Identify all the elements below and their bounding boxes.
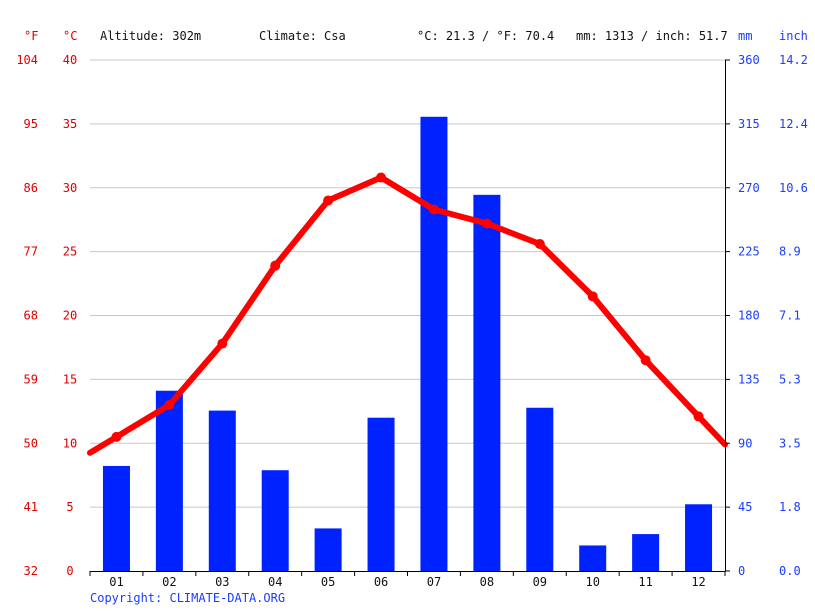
c-tick-label: 15 — [63, 372, 77, 386]
precip-bar — [526, 407, 554, 571]
mm-tick-label: 270 — [738, 181, 760, 195]
inch-tick-label: 3.5 — [779, 436, 801, 450]
f-tick-label: 41 — [24, 500, 38, 514]
month-tick-label: 06 — [374, 575, 388, 589]
temperature-point — [587, 291, 598, 302]
inch-tick-label: 12.4 — [779, 117, 808, 131]
precip-bar — [208, 410, 236, 571]
f-tick-label: 32 — [24, 564, 38, 578]
temperature-line — [87, 172, 728, 456]
f-tick-label: 68 — [24, 309, 38, 323]
month-tick-label: 05 — [321, 575, 335, 589]
inch-unit-label: inch — [779, 29, 808, 43]
mm-tick-label: 360 — [738, 53, 760, 67]
precip-bar — [155, 390, 183, 571]
inch-tick-label: 7.1 — [779, 309, 801, 323]
axis-labels: 32 0 0 0.0 41 5 45 1.8 50 10 90 3.5 59 15 135 5.3 68 20 18… — [16, 53, 808, 589]
c-tick-label: 25 — [63, 245, 77, 259]
mm-tick-label: 135 — [738, 372, 760, 386]
c-tick-label: 40 — [63, 53, 77, 67]
temperature-point — [693, 411, 704, 422]
temperature-point — [376, 172, 387, 183]
f-tick-label: 50 — [24, 436, 38, 450]
month-tick-label: 02 — [162, 575, 176, 589]
temperature-point — [481, 218, 492, 229]
altitude-label: Altitude: 302m — [100, 29, 201, 43]
f-tick-label: 77 — [24, 245, 38, 259]
precipitation-bars — [102, 116, 713, 572]
f-tick-label: 86 — [24, 181, 38, 195]
mm-tick-label: 90 — [738, 436, 752, 450]
precip-bar — [261, 470, 289, 571]
f-tick-label: 59 — [24, 372, 38, 386]
c-tick-label: 20 — [63, 309, 77, 323]
inch-tick-label: 8.9 — [779, 245, 801, 259]
precip-bar — [102, 465, 130, 571]
month-tick-label: 09 — [533, 575, 547, 589]
month-tick-label: 12 — [691, 575, 705, 589]
month-tick-label: 10 — [585, 575, 599, 589]
precip-bar — [420, 116, 448, 572]
axis-ticks — [89, 59, 730, 576]
temperature-point — [270, 260, 281, 271]
gridlines — [90, 59, 725, 508]
temperature-point — [217, 338, 228, 349]
inch-tick-label: 14.2 — [779, 53, 808, 67]
c-unit-label: °C — [63, 29, 77, 43]
precip-bar — [367, 417, 395, 571]
mm-tick-label: 0 — [738, 564, 745, 578]
month-tick-label: 08 — [480, 575, 494, 589]
temperature-point — [323, 195, 334, 206]
mm-tick-label: 45 — [738, 500, 752, 514]
precip-bar — [685, 504, 713, 571]
month-tick-label: 01 — [109, 575, 123, 589]
mm-unit-label: mm — [738, 29, 752, 43]
precip-bar — [579, 545, 607, 571]
mm-tick-label: 315 — [738, 117, 760, 131]
f-unit-label: °F — [24, 29, 38, 43]
temperature-point — [640, 355, 651, 366]
month-tick-label: 03 — [215, 575, 229, 589]
copyright-link[interactable]: Copyright: CLIMATE-DATA.ORG — [90, 591, 286, 605]
c-tick-label: 35 — [63, 117, 77, 131]
temperature-point — [164, 399, 175, 410]
temperature-point — [111, 431, 122, 442]
inch-tick-label: 10.6 — [779, 181, 808, 195]
mm-tick-label: 225 — [738, 245, 760, 259]
temperature-point — [428, 204, 439, 215]
precip-bar — [314, 528, 342, 571]
f-tick-label: 104 — [16, 53, 38, 67]
temp-average-label: °C: 21.3 / °F: 70.4 — [417, 29, 554, 43]
month-tick-label: 04 — [268, 575, 282, 589]
month-tick-label: 07 — [427, 575, 441, 589]
month-tick-label: 11 — [638, 575, 652, 589]
climate-label: Climate: Csa — [259, 29, 346, 43]
inch-tick-label: 1.8 — [779, 500, 801, 514]
c-tick-label: 10 — [63, 436, 77, 450]
precip-bar — [473, 194, 501, 571]
mm-tick-label: 180 — [738, 309, 760, 323]
f-tick-label: 95 — [24, 117, 38, 131]
precip-bar — [632, 534, 660, 571]
c-tick-label: 30 — [63, 181, 77, 195]
precip-total-label: mm: 1313 / inch: 51.7 — [576, 29, 728, 43]
temperature-point — [534, 238, 545, 249]
temperature-polyline — [87, 174, 728, 456]
inch-tick-label: 0.0 — [779, 564, 801, 578]
c-tick-label: 5 — [66, 500, 73, 514]
inch-tick-label: 5.3 — [779, 372, 801, 386]
c-tick-label: 0 — [66, 564, 73, 578]
